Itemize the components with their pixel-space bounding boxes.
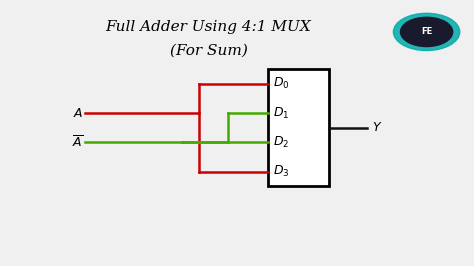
Text: FE: FE — [421, 27, 432, 36]
Circle shape — [393, 13, 460, 51]
Circle shape — [401, 17, 453, 47]
Text: Full Adder Using 4:1 MUX: Full Adder Using 4:1 MUX — [106, 20, 311, 34]
Text: $A$: $A$ — [73, 107, 83, 119]
Text: (For Sum): (For Sum) — [170, 44, 247, 57]
Text: $\overline{A}$: $\overline{A}$ — [72, 135, 83, 150]
Text: $D_2$: $D_2$ — [273, 135, 290, 150]
Bar — [268, 69, 329, 186]
Text: $Y$: $Y$ — [372, 121, 383, 134]
Text: $D_3$: $D_3$ — [273, 164, 290, 179]
Text: $D_1$: $D_1$ — [273, 106, 290, 120]
Text: $D_0$: $D_0$ — [273, 76, 290, 91]
